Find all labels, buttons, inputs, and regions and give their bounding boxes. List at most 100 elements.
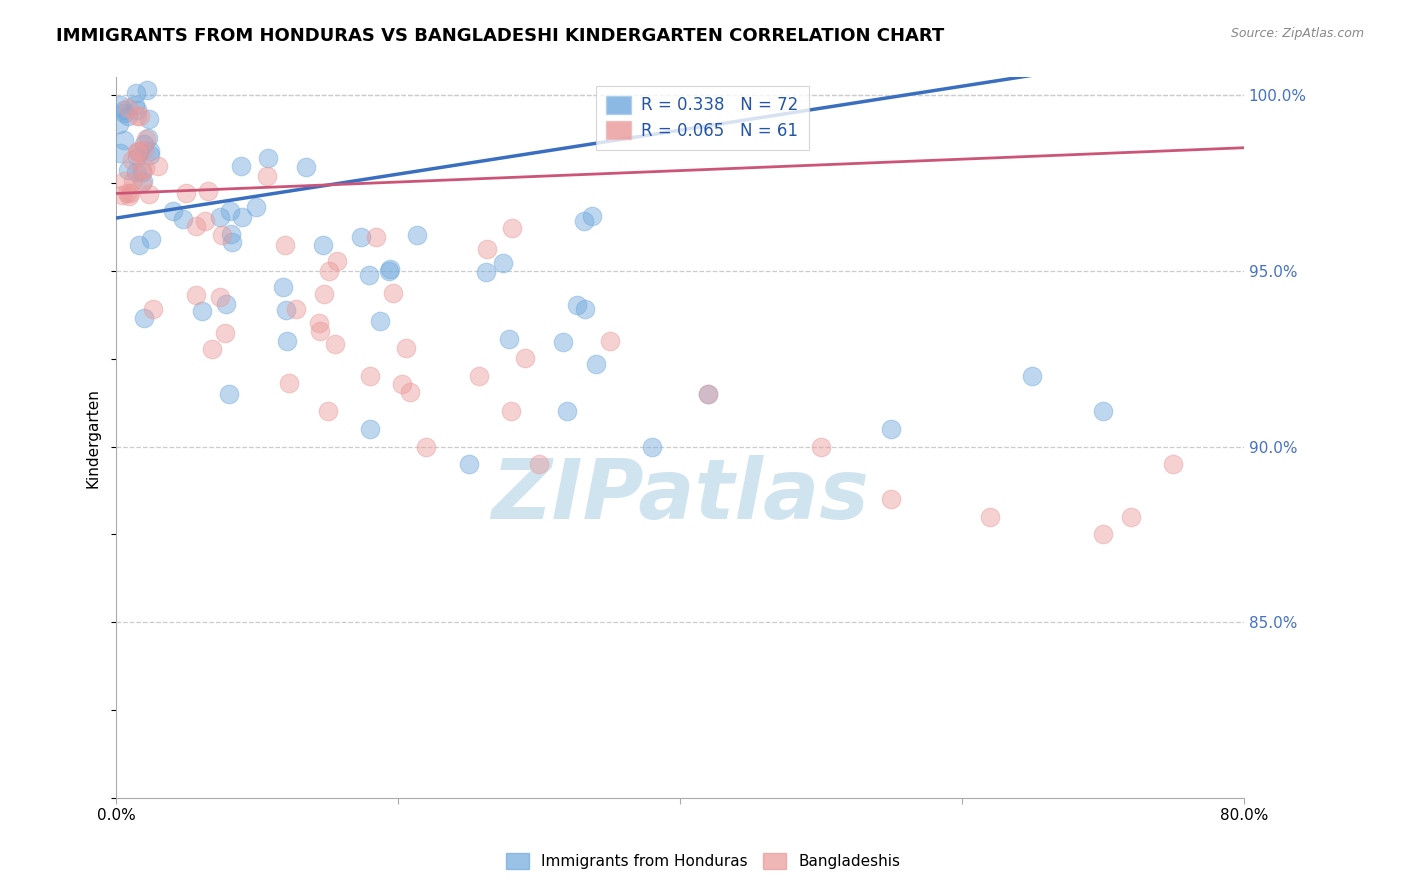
Point — [121, 174, 143, 188]
Point — [477, 242, 499, 256]
Point — [128, 145, 150, 159]
Point — [394, 341, 416, 355]
Point — [399, 384, 422, 399]
Point — [323, 337, 346, 351]
Point — [131, 162, 153, 177]
Point — [231, 159, 253, 173]
Point — [138, 144, 160, 158]
Point — [276, 302, 298, 317]
Point — [406, 228, 429, 243]
Point — [276, 334, 298, 348]
Point — [359, 369, 381, 384]
Point — [527, 457, 550, 471]
Point — [136, 131, 159, 145]
Point — [132, 311, 155, 326]
Point — [567, 298, 589, 312]
Point — [245, 200, 267, 214]
Point — [132, 174, 155, 188]
Point — [326, 253, 349, 268]
Point — [513, 351, 536, 366]
Point — [125, 145, 148, 159]
Point — [194, 214, 217, 228]
Point — [378, 261, 401, 276]
Point — [1163, 457, 1185, 471]
Point — [191, 303, 214, 318]
Point — [138, 187, 160, 202]
Point — [111, 188, 134, 202]
Point — [118, 189, 141, 203]
Point — [124, 97, 146, 112]
Point — [208, 210, 231, 224]
Point — [215, 296, 238, 310]
Point — [1119, 509, 1142, 524]
Point — [125, 151, 148, 165]
Point — [135, 83, 157, 97]
Point — [391, 377, 413, 392]
Point — [271, 280, 294, 294]
Y-axis label: Kindergarten: Kindergarten — [86, 388, 100, 488]
Point — [201, 342, 224, 356]
Point — [211, 228, 233, 243]
Point — [1021, 369, 1043, 384]
Point — [172, 211, 194, 226]
Point — [115, 186, 138, 201]
Legend: Immigrants from Honduras, Bangladeshis: Immigrants from Honduras, Bangladeshis — [499, 847, 907, 875]
Point — [697, 386, 720, 401]
Point — [231, 211, 253, 225]
Point — [475, 264, 498, 278]
Point — [112, 106, 135, 120]
Point — [219, 204, 242, 219]
Point — [117, 109, 139, 123]
Point — [131, 165, 153, 179]
Point — [553, 334, 575, 349]
Point — [174, 186, 197, 200]
Point — [186, 288, 208, 302]
Point — [121, 153, 143, 167]
Point — [131, 177, 153, 191]
Point — [572, 213, 595, 227]
Point — [184, 219, 207, 234]
Point — [125, 165, 148, 179]
Point — [112, 174, 135, 188]
Point — [125, 86, 148, 100]
Point — [142, 302, 165, 317]
Point — [208, 290, 231, 304]
Point — [125, 109, 148, 123]
Text: Source: ZipAtlas.com: Source: ZipAtlas.com — [1230, 27, 1364, 40]
Point — [284, 301, 307, 316]
Point — [108, 117, 131, 131]
Point — [117, 163, 139, 178]
Point — [139, 232, 162, 246]
Point — [256, 151, 278, 165]
Point — [219, 227, 242, 242]
Point — [1091, 527, 1114, 541]
Point — [256, 169, 278, 183]
Point — [599, 334, 621, 348]
Point — [117, 101, 139, 115]
Text: IMMIGRANTS FROM HONDURAS VS BANGLADESHI KINDERGARTEN CORRELATION CHART: IMMIGRANTS FROM HONDURAS VS BANGLADESHI … — [56, 27, 945, 45]
Point — [357, 268, 380, 282]
Point — [368, 314, 391, 328]
Point — [880, 422, 903, 436]
Point — [214, 326, 236, 340]
Point — [491, 256, 513, 270]
Point — [112, 133, 135, 147]
Point — [138, 112, 160, 127]
Point — [139, 148, 162, 162]
Point — [468, 369, 491, 384]
Point — [132, 137, 155, 152]
Point — [697, 386, 720, 401]
Point — [574, 301, 596, 316]
Point — [880, 492, 903, 507]
Point — [125, 103, 148, 117]
Point — [457, 457, 479, 471]
Point — [581, 209, 603, 223]
Point — [308, 316, 330, 330]
Point — [108, 146, 131, 161]
Point — [381, 286, 404, 301]
Point — [641, 440, 664, 454]
Point — [378, 264, 401, 278]
Point — [132, 143, 155, 157]
Point — [585, 357, 607, 371]
Point — [118, 186, 141, 200]
